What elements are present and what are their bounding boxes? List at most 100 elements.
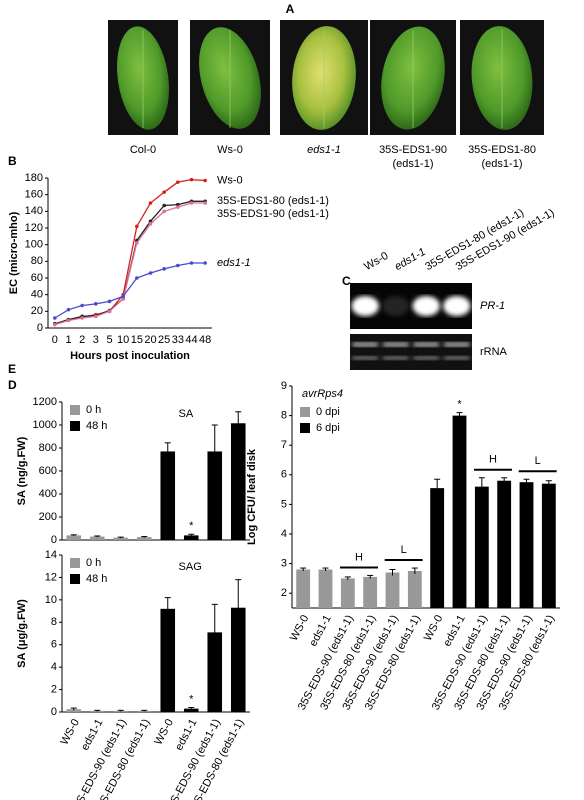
legend-label: 0 h bbox=[86, 557, 101, 569]
panel-letter: B bbox=[8, 154, 17, 168]
error-bar bbox=[164, 442, 171, 461]
error-bar bbox=[188, 533, 195, 537]
data-point bbox=[189, 201, 194, 205]
gel-band bbox=[412, 296, 440, 316]
data-point bbox=[162, 267, 166, 271]
x-tick-label: WS-0 bbox=[288, 613, 312, 643]
sample-label: 35S-EDS1-90 bbox=[379, 144, 447, 156]
gel-band bbox=[351, 296, 379, 316]
data-point bbox=[203, 178, 207, 183]
error-bar bbox=[94, 709, 101, 712]
bar bbox=[407, 571, 422, 608]
series-label: eds1-1 bbox=[217, 257, 251, 269]
x-tick-label: 3 bbox=[93, 334, 99, 346]
error-bar bbox=[434, 478, 441, 497]
legend-label: 0 dpi bbox=[316, 406, 340, 418]
bar bbox=[160, 451, 176, 540]
error-bar bbox=[545, 480, 552, 487]
rrna-band bbox=[443, 356, 470, 360]
y-tick-label: 2 bbox=[51, 683, 57, 695]
y-tick-label: 800 bbox=[39, 442, 57, 454]
series-line bbox=[54, 202, 206, 326]
data-point bbox=[148, 201, 153, 205]
bar bbox=[452, 415, 467, 608]
y-axis-label: EC (micro-mho) bbox=[8, 211, 20, 294]
y-tick-label: 20 bbox=[31, 305, 43, 317]
y-tick-label: 4 bbox=[281, 528, 287, 540]
error-bar bbox=[411, 567, 418, 574]
rrna-band bbox=[382, 356, 409, 360]
x-tick-label: 15 bbox=[131, 334, 143, 346]
bar bbox=[430, 488, 445, 608]
data-point bbox=[53, 316, 57, 320]
annotation: * bbox=[457, 399, 462, 411]
series-label: 35S-EDS1-90 (eds1-1) bbox=[217, 208, 329, 220]
y-tick-label: 0 bbox=[51, 534, 57, 546]
panel-letter: C bbox=[342, 274, 351, 288]
data-point bbox=[94, 302, 98, 306]
inner-label: SA bbox=[179, 408, 194, 420]
bar bbox=[89, 710, 105, 712]
error-bar bbox=[70, 534, 77, 536]
data-point bbox=[135, 241, 139, 245]
bar bbox=[385, 572, 400, 608]
data-point bbox=[66, 307, 71, 312]
data-point bbox=[66, 318, 71, 323]
series-line bbox=[54, 179, 206, 325]
error-bar bbox=[141, 536, 148, 538]
y-tick-label: 0 bbox=[51, 706, 57, 718]
lane-label: eds1-1 bbox=[393, 246, 428, 273]
series-line bbox=[54, 262, 206, 319]
data-point bbox=[121, 294, 125, 299]
sample-label: Col-0 bbox=[130, 144, 156, 156]
error-bar bbox=[188, 707, 195, 710]
x-tick-label: 5 bbox=[106, 334, 112, 346]
bar bbox=[340, 578, 355, 608]
y-tick-label: 400 bbox=[39, 488, 57, 500]
rrna-band bbox=[352, 356, 379, 360]
y-tick-label: 100 bbox=[25, 239, 43, 251]
x-tick-label: WS-0 bbox=[152, 717, 176, 747]
error-bar bbox=[235, 579, 242, 636]
inner-label: SAG bbox=[179, 561, 202, 573]
rrna-band bbox=[352, 342, 379, 347]
bar bbox=[207, 632, 223, 712]
sample-label: (eds1-1) bbox=[482, 158, 523, 170]
data-point bbox=[135, 276, 139, 280]
bar bbox=[136, 537, 152, 540]
annotation: H bbox=[489, 454, 497, 466]
legend-swatch bbox=[70, 574, 80, 584]
error-bar bbox=[367, 574, 374, 579]
error-bar bbox=[456, 412, 463, 419]
y-tick-label: 8 bbox=[281, 410, 287, 422]
error-bar bbox=[141, 709, 148, 712]
x-tick-label: 2 bbox=[79, 334, 85, 346]
y-tick-label: 1200 bbox=[33, 396, 57, 408]
y-tick-label: 5 bbox=[281, 498, 287, 510]
error-bar bbox=[94, 535, 101, 538]
bar bbox=[230, 607, 246, 712]
y-tick-label: 9 bbox=[281, 380, 287, 392]
y-tick-label: 6 bbox=[51, 639, 57, 651]
bar bbox=[183, 708, 199, 712]
y-axis-label: SA (μg/g.FW) bbox=[16, 599, 28, 668]
x-tick-label: 20 bbox=[144, 334, 156, 346]
error-bar bbox=[235, 411, 242, 435]
y-tick-label: 80 bbox=[31, 255, 43, 267]
rrna-band bbox=[413, 356, 440, 360]
data-point bbox=[176, 202, 180, 207]
row-label: PR-1 bbox=[480, 300, 505, 312]
y-tick-label: 12 bbox=[45, 571, 57, 583]
data-point bbox=[148, 222, 153, 226]
data-point bbox=[121, 297, 125, 301]
error-bar bbox=[117, 709, 124, 712]
legend-swatch bbox=[300, 407, 310, 417]
error-bar bbox=[478, 477, 485, 496]
error-bar bbox=[501, 477, 508, 484]
bar bbox=[296, 569, 311, 608]
bar bbox=[113, 710, 129, 712]
data-point bbox=[53, 322, 57, 327]
y-tick-label: 60 bbox=[31, 272, 43, 284]
row-label: rRNA bbox=[480, 346, 508, 358]
data-point bbox=[176, 180, 180, 184]
